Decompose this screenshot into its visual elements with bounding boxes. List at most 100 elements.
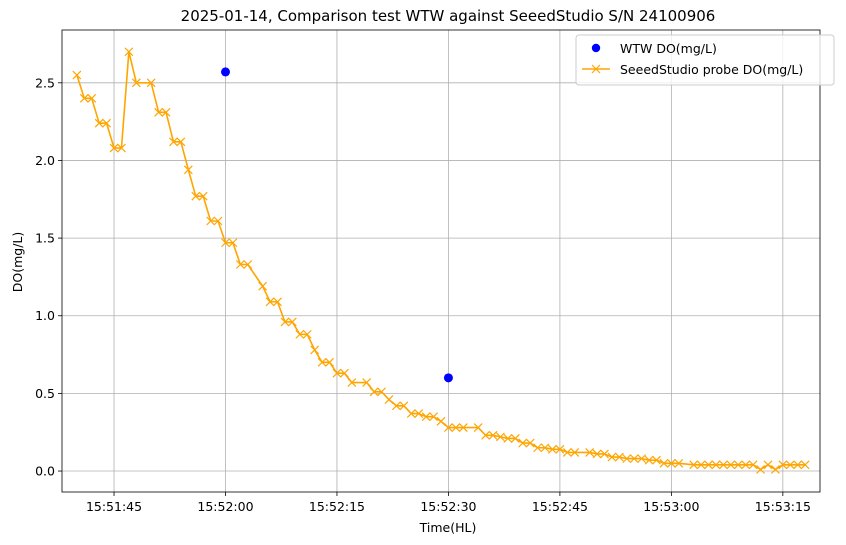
seeed-data-point-stroke — [325, 357, 334, 367]
y-tick-label: 2.0 — [35, 153, 55, 168]
seeed-data-point — [206, 216, 216, 226]
seeed-data-point-stroke — [548, 444, 557, 454]
seeed-data-point — [778, 460, 788, 470]
seeed-data-point-stroke — [429, 412, 438, 422]
seeed-data-point-stroke — [659, 458, 669, 468]
seeed-data-point — [213, 216, 223, 226]
seeed-data-point — [488, 430, 498, 440]
legend-box — [575, 34, 835, 86]
seeed-data-point-stroke — [421, 412, 431, 422]
legend-seeed-x — [591, 64, 601, 74]
seeed-data-point — [733, 460, 743, 470]
seeed-data-point — [131, 78, 141, 88]
seeed-data-point-stroke — [406, 409, 416, 419]
y-axis-label: DO(mg/L) — [10, 232, 25, 293]
seeed-data-point — [644, 455, 654, 465]
seeed-data-point-stroke — [793, 460, 803, 470]
seeed-data-point-stroke — [146, 78, 156, 88]
seeed-data-point-stroke — [317, 357, 327, 367]
seeed-data-point — [785, 460, 795, 470]
seeed-data-point — [273, 297, 282, 307]
seeed-data-point-stroke — [570, 447, 580, 457]
seeed-data-point — [763, 460, 773, 470]
seeed-data-point-stroke — [391, 401, 401, 411]
seeed-data-point-stroke — [369, 387, 379, 397]
seeed-data-point-stroke — [496, 432, 505, 442]
seeed-data-point-stroke — [451, 423, 461, 432]
seeed-data-point-stroke — [481, 430, 491, 440]
seeed-data-point — [161, 107, 171, 117]
seeed-data-point — [540, 443, 550, 453]
seeed-data-point — [793, 460, 803, 470]
seeed-data-point — [310, 345, 320, 355]
seeed-data-point — [622, 454, 632, 464]
seeed-data-point — [429, 412, 438, 422]
seeed-data-point — [704, 460, 713, 470]
seeed-data-point-stroke — [310, 345, 320, 355]
seeed-data-point-stroke — [473, 423, 483, 432]
seeed-data-point-stroke — [540, 443, 550, 453]
seeed-data-point — [258, 281, 268, 291]
seeed-data-point — [176, 137, 186, 147]
seeed-data-point — [183, 165, 193, 175]
seeed-data-point — [481, 430, 491, 440]
seeed-data-point-stroke — [362, 378, 372, 387]
y-tick-label: 2.5 — [35, 75, 55, 90]
seeed-data-point — [451, 423, 461, 432]
seeed-data-point-stroke — [666, 458, 676, 468]
seeed-data-point — [377, 387, 386, 397]
grid-lines — [62, 30, 820, 492]
seeed-data-point — [235, 260, 245, 269]
legend: WTW DO(mg/L) SeeedStudio probe DO(mg/L) — [575, 34, 835, 86]
seeed-data-point — [154, 107, 164, 117]
seeed-data-point — [414, 409, 424, 419]
chart-title: 2025-01-14, Comparison test WTW against … — [181, 7, 716, 25]
seeed-data-point-stroke — [756, 465, 765, 474]
seeed-data-point-stroke — [488, 430, 498, 440]
seeed-data-point-stroke — [585, 447, 595, 457]
seeed-data-point — [198, 191, 208, 201]
seeed-data-point-stroke — [763, 460, 773, 470]
seeed-data-point-stroke — [399, 401, 409, 411]
seeed-data-point — [585, 447, 595, 457]
seeed-data-point-stroke — [458, 423, 468, 432]
seeed-data-point-stroke — [287, 317, 297, 327]
seeed-data-point — [548, 444, 557, 454]
seeed-data-point — [265, 297, 275, 307]
seeed-data-point-stroke — [562, 447, 572, 457]
x-tick-label: 15:52:30 — [420, 499, 476, 514]
seeed-data-point — [436, 416, 446, 426]
seeed-data-point-stroke — [733, 460, 743, 470]
seeed-data-point-stroke — [741, 460, 751, 470]
seeed-data-point — [362, 378, 372, 387]
seeed-data-point — [339, 368, 349, 378]
seeed-data-point-stroke — [273, 297, 282, 307]
seeed-data-point-stroke — [436, 416, 446, 426]
x-axis-label: Time(HL) — [419, 520, 477, 535]
legend-seeed-label: SeeedStudio probe DO(mg/L) — [620, 62, 803, 77]
seeed-data-point — [243, 260, 253, 269]
seeed-data-point — [421, 412, 431, 422]
legend-seeed-marker — [591, 64, 601, 74]
seeed-data-point — [391, 401, 401, 411]
seeed-data-point — [117, 143, 126, 153]
seeed-data-point — [496, 432, 505, 442]
seeed-data-point-stroke — [592, 449, 602, 459]
x-tick-label: 15:53:15 — [755, 499, 811, 514]
seeed-data-point-stroke — [265, 297, 275, 307]
seeed-data-point-stroke — [704, 460, 713, 470]
seeed-data-point — [770, 465, 780, 474]
seeed-data-point-stroke — [228, 238, 238, 248]
y-tick-label: 0.5 — [35, 386, 55, 401]
wtw-data-point — [220, 67, 230, 77]
seeed-data-point — [399, 401, 409, 411]
seeed-data-point — [384, 395, 394, 405]
seeed-data-point — [169, 137, 178, 147]
seeed-data-point-stroke — [302, 329, 312, 339]
seeed-data-point-stroke — [94, 118, 104, 128]
x-tick-label: 15:51:45 — [86, 499, 142, 514]
seeed-data-point — [652, 455, 661, 465]
legend-wtw-label: WTW DO(mg/L) — [620, 41, 717, 56]
x-axis-ticks: 15:51:45 15:52:00 15:52:15 15:52:30 15:52:45… — [86, 492, 811, 514]
